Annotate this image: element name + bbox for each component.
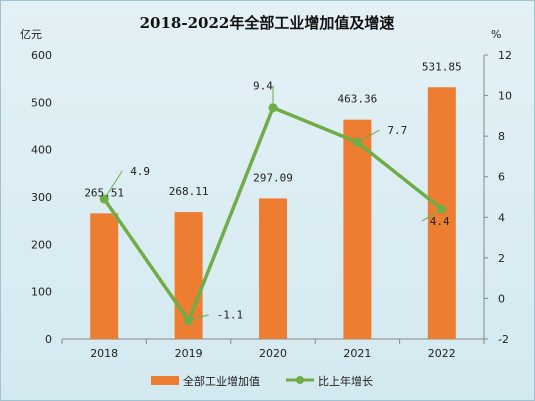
y-left-tick-label: 0	[45, 333, 52, 346]
y-right-tick-label: 2	[498, 252, 505, 265]
legend-bar-label: 全部工业增加值	[183, 374, 260, 388]
legend: 全部工业增加值 比上年增长	[151, 374, 373, 388]
left-axis-unit: 亿元	[20, 28, 42, 41]
x-tick-label: 2020	[259, 347, 287, 360]
x-tick-label: 2022	[428, 347, 456, 360]
x-tick-label: 2018	[90, 347, 118, 360]
bar-value-label: 463.36	[338, 93, 378, 106]
axes-layer: 0 100 200 300 400 500 600 -2 0 2 4 6 8 10 12 2018 2019 20…	[31, 49, 512, 360]
x-tick-label: 2019	[175, 347, 203, 360]
growth-value-label: 9.4	[253, 80, 273, 93]
chart-title: 2018-2022年全部工业增加值及增速	[140, 14, 395, 32]
growth-value-label: 4.9	[130, 165, 150, 178]
growth-label-leader	[421, 208, 443, 222]
y-left-tick-label: 400	[31, 144, 52, 157]
bar-2018	[90, 213, 119, 339]
bar-value-label: 265.51	[84, 186, 124, 199]
bar-2020	[259, 198, 287, 339]
y-left-tick-label: 500	[31, 96, 52, 109]
y-right-tick-label: 4	[498, 211, 505, 224]
y-left-tick-label: 200	[31, 238, 52, 251]
y-right-tick-label: 8	[498, 130, 505, 143]
y-left-tick-label: 100	[31, 286, 52, 299]
y-right-tick-label: 12	[498, 49, 512, 62]
y-right-tick-label: 0	[498, 292, 505, 305]
growth-value-label: 7.7	[387, 124, 407, 137]
bar-value-label: 531.85	[422, 60, 462, 73]
legend-line-marker	[296, 376, 304, 384]
y-right-tick-label: 6	[498, 171, 505, 184]
x-tick-label: 2021	[343, 347, 371, 360]
data-labels-layer: 265.51 268.11 297.09 463.36 531.85 4.9 -1.1 9.4…	[84, 60, 461, 321]
bars-layer	[90, 87, 456, 340]
growth-label-leader	[188, 314, 209, 322]
growth-value-label: -1.1	[217, 309, 244, 322]
legend-line-label: 比上年增长	[318, 374, 373, 388]
y-left-tick-label: 600	[31, 49, 52, 62]
bar-value-label: 297.09	[253, 171, 293, 184]
growth-label-leader	[357, 129, 380, 143]
bar-2021	[343, 119, 372, 339]
growth-label-leader	[103, 170, 123, 200]
growth-value-label: 4.4	[430, 215, 450, 228]
bar-value-label: 268.11	[169, 185, 209, 198]
y-left-tick-label: 300	[31, 191, 52, 204]
y-right-tick-label: 10	[498, 90, 512, 103]
y-right-tick-label: -2	[498, 333, 509, 346]
right-axis-unit: %	[491, 28, 501, 41]
legend-bar-swatch	[151, 376, 179, 385]
